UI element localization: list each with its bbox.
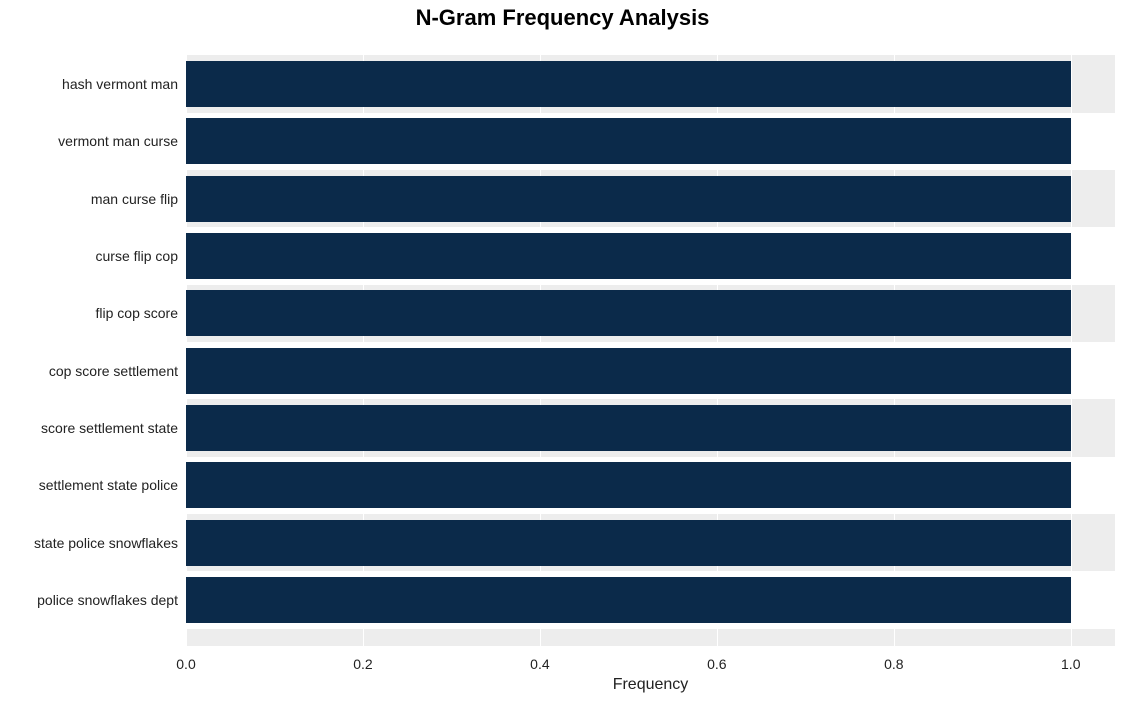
x-tick-label: 1.0 xyxy=(1061,646,1080,672)
x-tick-label: 0.4 xyxy=(530,646,549,672)
y-tick-label: settlement state police xyxy=(39,477,186,493)
y-tick-label: curse flip cop xyxy=(96,248,186,264)
x-axis-label: Frequency xyxy=(613,646,689,694)
y-tick-label: hash vermont man xyxy=(62,76,186,92)
y-tick-label: flip cop score xyxy=(96,305,186,321)
x-tick-label: 0.0 xyxy=(176,646,195,672)
plot-area: hash vermont manvermont man curseman cur… xyxy=(186,38,1115,646)
y-tick-label: state police snowflakes xyxy=(34,535,186,551)
y-tick-label: man curse flip xyxy=(91,191,186,207)
chart-container: N-Gram Frequency Analysis hash vermont m… xyxy=(0,0,1125,701)
y-tick-label: vermont man curse xyxy=(58,133,186,149)
y-tick-label: score settlement state xyxy=(41,420,186,436)
x-tick-label: 0.8 xyxy=(884,646,903,672)
x-tick-label: 0.6 xyxy=(707,646,726,672)
x-axis-ticks: 0.00.20.40.60.81.0 xyxy=(186,38,1115,646)
chart-title: N-Gram Frequency Analysis xyxy=(0,5,1125,31)
y-tick-label: police snowflakes dept xyxy=(37,592,186,608)
y-tick-label: cop score settlement xyxy=(49,363,186,379)
x-tick-label: 0.2 xyxy=(353,646,372,672)
